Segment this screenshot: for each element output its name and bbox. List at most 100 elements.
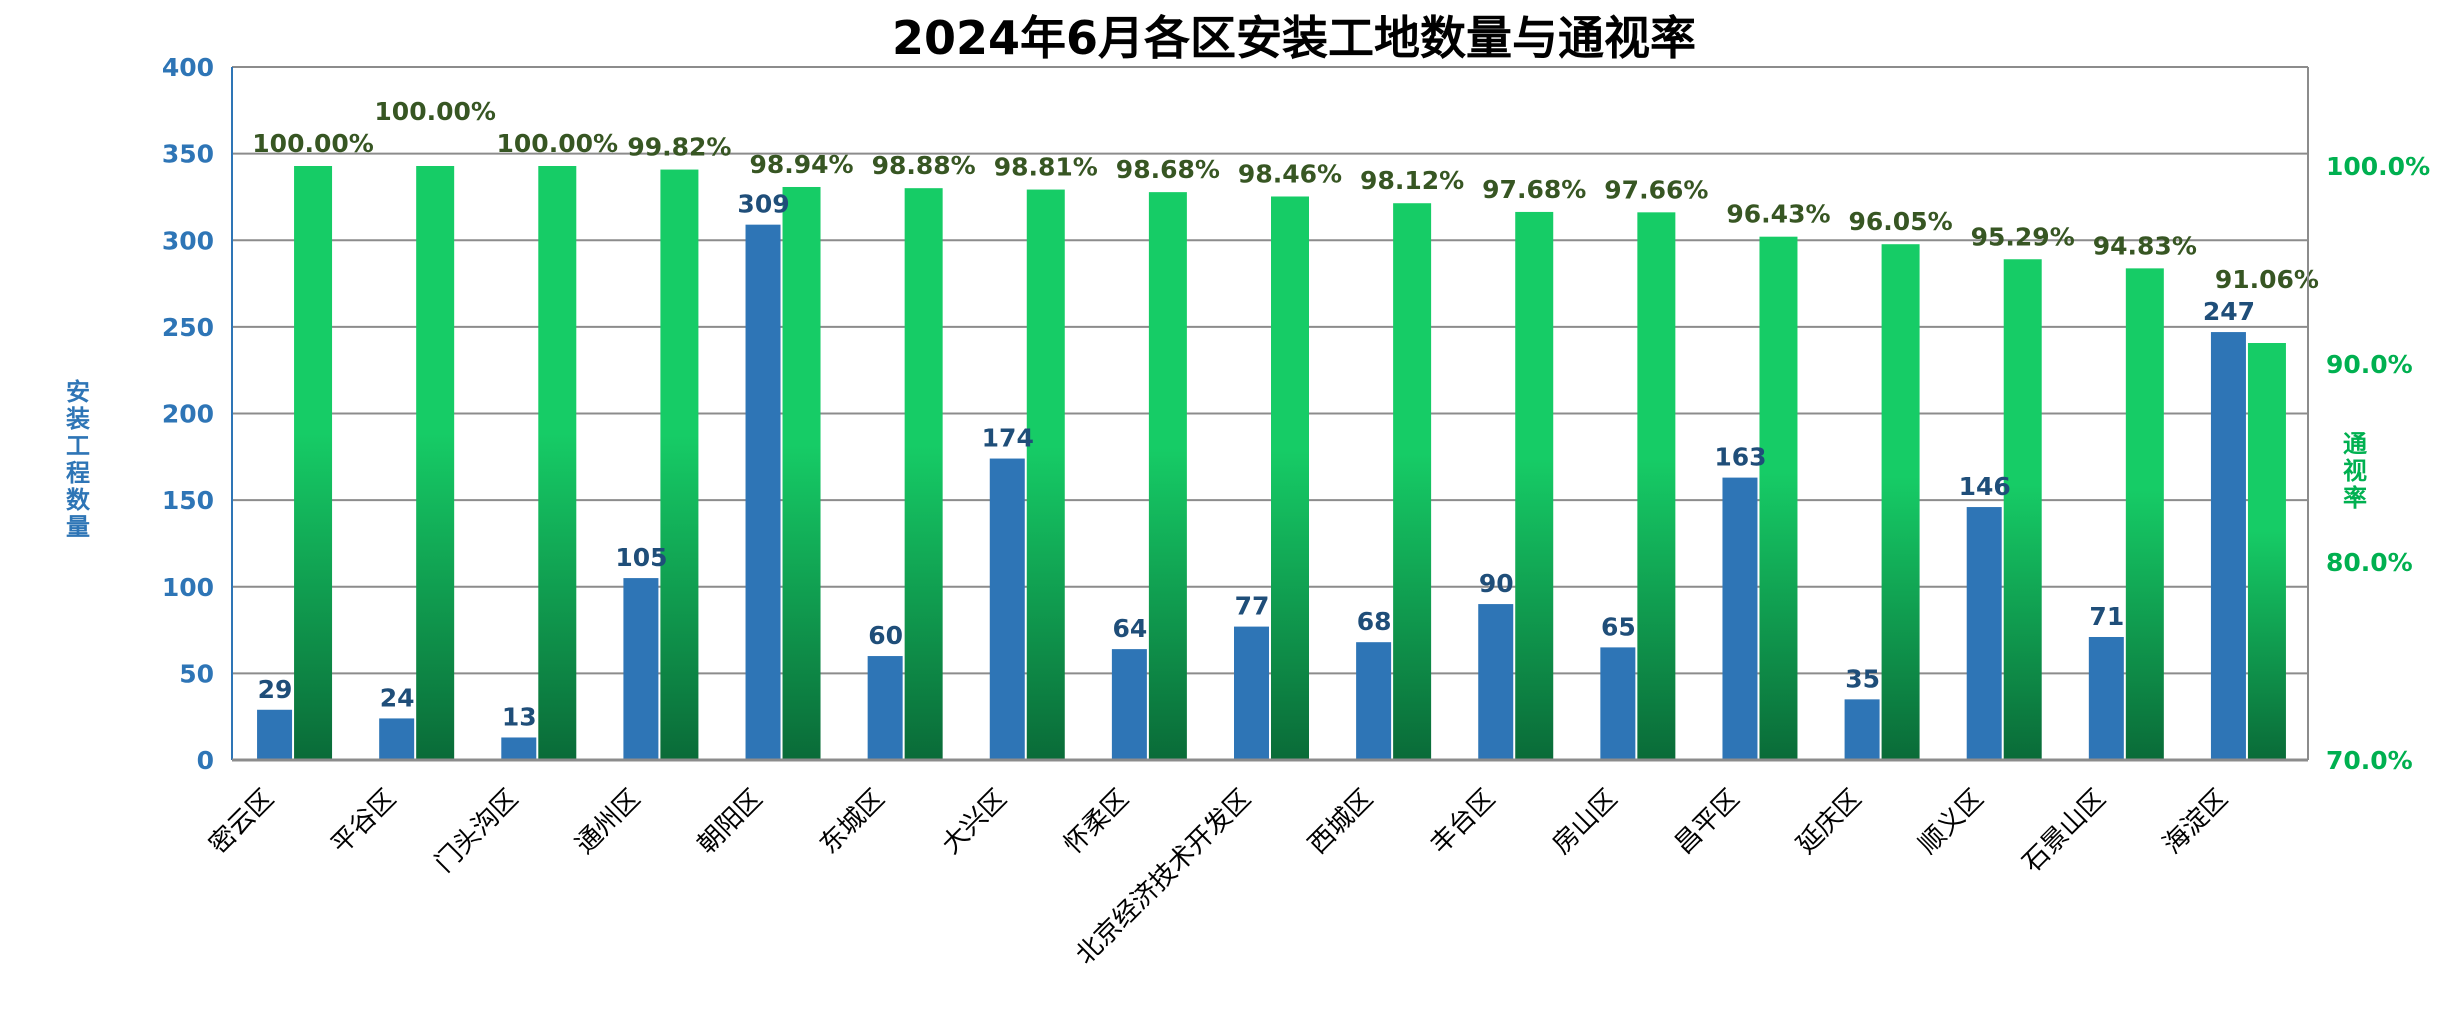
count-label: 64 (1112, 614, 1147, 643)
rate-label: 98.68% (1116, 155, 1220, 184)
y-tick-label: 0 (197, 746, 214, 775)
count-label: 90 (1479, 569, 1514, 598)
rate-bar (904, 188, 943, 760)
rate-bar (1148, 192, 1187, 761)
x-tick-label: 海淀区 (2158, 784, 2234, 860)
bars (257, 166, 2286, 761)
y2-tick-label: 80.0% (2326, 548, 2413, 577)
count-bar (1722, 477, 1758, 760)
y-tick-label: 50 (179, 659, 214, 688)
rate-bar (660, 169, 699, 761)
rate-bar (2247, 343, 2286, 760)
rate-label: 97.66% (1604, 175, 1708, 204)
rate-label: 98.46% (1238, 159, 1342, 188)
count-bar (1356, 642, 1392, 760)
data-labels: 29 100.00% 24 100.00% 13 100.00% 105 99.82%309 9… (252, 97, 2319, 731)
rate-label: 95.29% (1971, 222, 2075, 251)
count-label: 174 (982, 424, 1034, 453)
x-tick-label: 西城区 (1303, 784, 1379, 860)
count-bar (1111, 649, 1147, 760)
rate-label: 98.81% (994, 153, 1098, 182)
count-label: 105 (615, 543, 667, 572)
x-tick-label: 朝阳区 (692, 784, 768, 860)
x-tick-label: 平谷区 (326, 784, 402, 860)
x-tick-label: 石景山区 (2017, 784, 2112, 879)
rate-bar (1026, 189, 1065, 760)
x-tick-label: 东城区 (814, 784, 890, 860)
rate-bar (1271, 196, 1309, 760)
rate-bar (1881, 244, 1920, 760)
rate-bar (2125, 268, 2164, 760)
count-label: 247 (2203, 297, 2255, 326)
rate-label: 96.05% (1849, 207, 1953, 236)
rate-label: 98.12% (1360, 166, 1464, 195)
x-tick-label: 密云区 (204, 784, 280, 860)
count-bar (1844, 699, 1880, 760)
count-bar (1234, 626, 1269, 760)
y-tick-label: 300 (162, 226, 214, 255)
rate-label: 100.00% (374, 97, 496, 126)
rate-label: 96.43% (1726, 200, 1830, 229)
count-label: 163 (1714, 443, 1766, 472)
y-tick-label: 250 (162, 313, 214, 342)
count-label: 29 (258, 675, 293, 704)
chart-title: 2024年6月各区安装工地数量与通视率 (892, 11, 1696, 65)
y-tick-label: 400 (162, 53, 214, 82)
rate-label: 100.00% (497, 129, 619, 158)
count-label: 71 (2089, 602, 2124, 631)
rate-bar (1515, 211, 1554, 760)
gridlines (232, 66, 2308, 675)
count-bar (1966, 507, 2002, 760)
rate-bar (782, 186, 821, 760)
count-label: 60 (868, 621, 903, 650)
count-bar (867, 656, 903, 760)
rate-label: 91.06% (2215, 265, 2319, 294)
count-bar (257, 709, 293, 760)
count-label: 13 (502, 702, 537, 731)
count-bar (623, 578, 659, 760)
rate-label: 98.94% (749, 150, 853, 179)
rate-label: 97.68% (1482, 175, 1586, 204)
rate-label: 99.82% (627, 133, 731, 162)
count-label: 309 (737, 190, 789, 219)
rate-bar (1637, 212, 1676, 760)
count-bar (379, 718, 415, 760)
y-axis-label: 安装工程数量 (66, 378, 91, 541)
y-tick-label: 100 (162, 573, 214, 602)
x-tick-label: 房山区 (1547, 784, 1623, 860)
rate-label: 98.88% (872, 151, 976, 180)
count-label: 65 (1601, 612, 1636, 641)
rate-bar (2003, 259, 2042, 760)
rate-bar (294, 166, 333, 760)
y2-tick-label: 100.0% (2326, 152, 2430, 181)
count-bar (989, 458, 1025, 760)
count-bar (745, 224, 781, 761)
x-tick-label: 通州区 (570, 784, 646, 860)
count-bar (1600, 647, 1636, 760)
y2-tick-label: 90.0% (2326, 350, 2413, 379)
rate-bar (1393, 203, 1432, 760)
y2-axis-label: 通视率 (2343, 430, 2367, 512)
count-bar (1478, 604, 1514, 760)
count-bar (2210, 332, 2246, 760)
x-tick-label: 怀柔区 (1058, 784, 1134, 860)
rate-label: 100.00% (252, 129, 374, 158)
rate-bar (1759, 236, 1798, 760)
x-tick-label: 顺义区 (1913, 784, 1989, 860)
x-tick-label: 丰台区 (1425, 784, 1501, 860)
rate-bar (416, 166, 455, 760)
y-tick-label: 350 (162, 140, 214, 169)
count-label: 68 (1357, 607, 1392, 636)
x-tick-label: 延庆区 (1791, 784, 1867, 860)
x-tick-label: 大兴区 (936, 784, 1012, 860)
count-bar (2088, 636, 2124, 760)
y-tick-label: 200 (162, 400, 214, 429)
count-label: 77 (1235, 592, 1270, 621)
count-label: 24 (380, 683, 415, 712)
y-tick-label: 150 (162, 486, 214, 515)
count-bar (501, 737, 537, 760)
x-tick-label: 昌平区 (1669, 784, 1745, 860)
y2-tick-label: 70.0% (2326, 746, 2413, 775)
count-label: 146 (1959, 472, 2011, 501)
